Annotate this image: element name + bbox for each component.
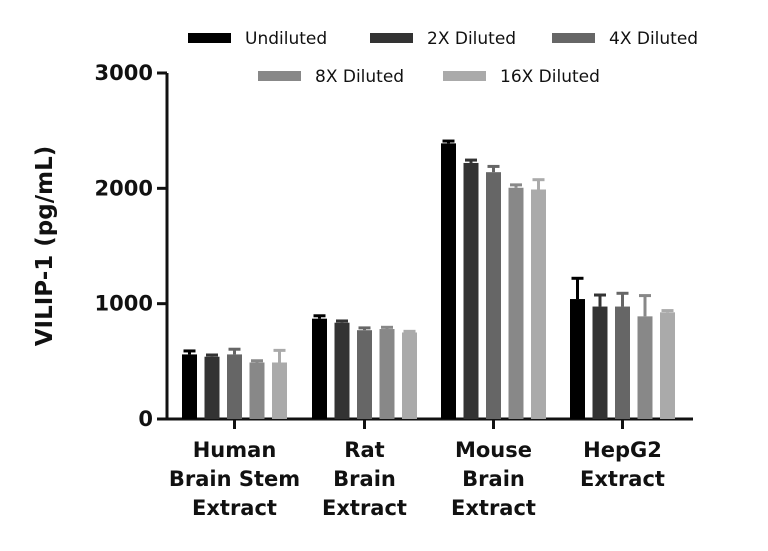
legend-label: 16X Diluted bbox=[500, 67, 600, 87]
x-category-label: Brain bbox=[333, 467, 396, 491]
bar bbox=[570, 299, 585, 419]
bars-group bbox=[182, 139, 675, 419]
x-category-label: HepG2 bbox=[583, 438, 662, 462]
x-category-label: Extract bbox=[322, 496, 407, 520]
legend-swatch bbox=[188, 33, 231, 43]
legend-swatch bbox=[370, 33, 413, 43]
legend-swatch bbox=[258, 71, 301, 81]
legend-label: Undiluted bbox=[245, 29, 327, 49]
x-category-label: Extract bbox=[192, 496, 277, 520]
legend-swatch bbox=[552, 33, 595, 43]
bar bbox=[249, 362, 265, 419]
bar bbox=[182, 354, 197, 419]
y-axis-label: VILIP-1 (pg/mL) bbox=[32, 146, 58, 347]
legend-swatch bbox=[443, 71, 486, 81]
bar bbox=[615, 306, 630, 419]
bar bbox=[441, 143, 456, 419]
y-tick-label: 1000 bbox=[95, 292, 153, 316]
bar bbox=[227, 354, 242, 419]
bar bbox=[463, 162, 479, 419]
y-tick-label: 2000 bbox=[95, 176, 153, 200]
x-category-label: Brain bbox=[462, 467, 525, 491]
legend-label: 4X Diluted bbox=[609, 29, 698, 49]
bar bbox=[379, 329, 395, 419]
y-tick-label: 3000 bbox=[95, 61, 153, 85]
x-category-label: Rat bbox=[344, 438, 384, 462]
bar bbox=[312, 318, 327, 419]
x-category-label: Mouse bbox=[455, 438, 532, 462]
legend-label: 8X Diluted bbox=[315, 67, 404, 87]
bar bbox=[592, 306, 608, 419]
bar bbox=[272, 362, 287, 419]
bar bbox=[357, 330, 372, 419]
bar bbox=[334, 322, 350, 419]
legend-label: 2X Diluted bbox=[427, 29, 516, 49]
bar bbox=[531, 189, 546, 419]
bar bbox=[204, 356, 220, 419]
y-axis: 0 1000 2000 3000 bbox=[95, 61, 169, 431]
x-category-label: Brain Stem bbox=[169, 467, 300, 491]
x-category-label: Human bbox=[193, 438, 277, 462]
bar bbox=[508, 187, 524, 419]
bar bbox=[637, 316, 653, 419]
x-category-label: Extract bbox=[451, 496, 536, 520]
x-category-label: Extract bbox=[580, 467, 665, 491]
bar bbox=[402, 332, 417, 419]
legend: Undiluted 2X Diluted 4X Diluted 8X Diluted 1… bbox=[188, 29, 698, 87]
bar bbox=[486, 172, 501, 419]
bar bbox=[660, 312, 675, 419]
x-axis: Human Brain Stem Extract Rat Brain Extract Mou… bbox=[165, 417, 693, 520]
y-tick-label: 0 bbox=[138, 407, 153, 431]
